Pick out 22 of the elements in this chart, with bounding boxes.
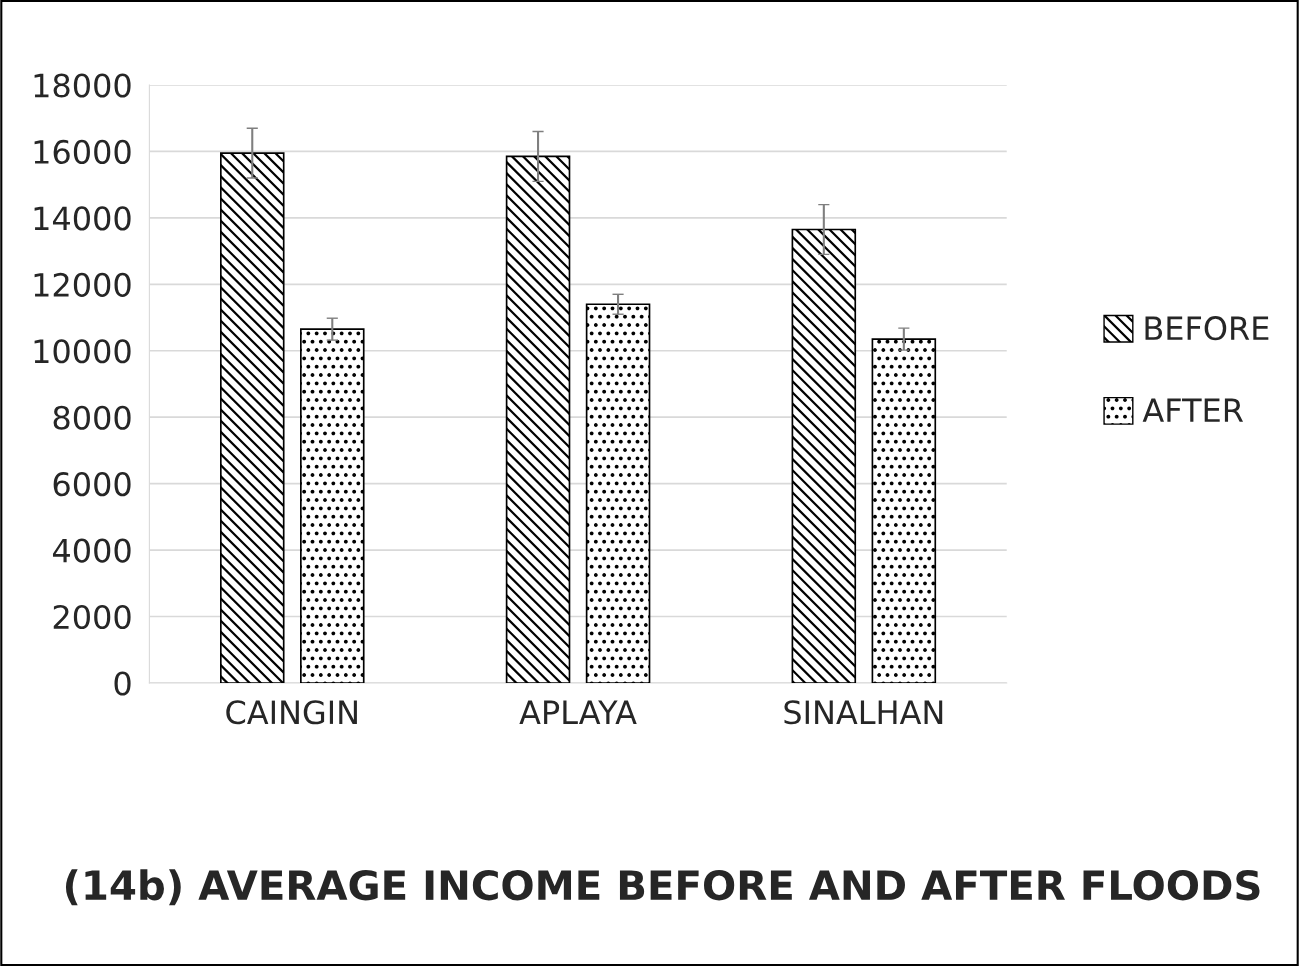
y-tick-label: 2000 bbox=[53, 604, 131, 630]
y-tick-label: 8000 bbox=[53, 405, 131, 430]
bar bbox=[219, 152, 285, 683]
y-tick-label: 12000 bbox=[34, 272, 131, 297]
x-tick-label: CAINGIN bbox=[226, 700, 357, 725]
y-tick-label: 0 bbox=[114, 671, 131, 696]
bar bbox=[505, 155, 571, 683]
y-tick-label: 14000 bbox=[34, 206, 131, 231]
x-tick-label: APLAYA bbox=[519, 700, 637, 724]
bar bbox=[585, 303, 651, 683]
x-tick-label: SINALHAN bbox=[784, 700, 943, 725]
text: (14b) AVERAGE INCOME BEFORE AND AFTER FLOODS bbox=[65, 869, 1260, 906]
y-tick-label: 6000 bbox=[53, 472, 131, 497]
bar bbox=[791, 228, 857, 683]
bar bbox=[300, 328, 365, 683]
y-tick-label: 4000 bbox=[52, 538, 131, 563]
y-tick-label: 16000 bbox=[34, 139, 131, 165]
legend-label: BEFORE bbox=[1145, 316, 1269, 341]
y-tick-label: 18000 bbox=[34, 73, 131, 98]
y-tick-label: 10000 bbox=[34, 339, 131, 364]
bar bbox=[871, 338, 937, 683]
legend-label: AFTER bbox=[1142, 398, 1244, 422]
